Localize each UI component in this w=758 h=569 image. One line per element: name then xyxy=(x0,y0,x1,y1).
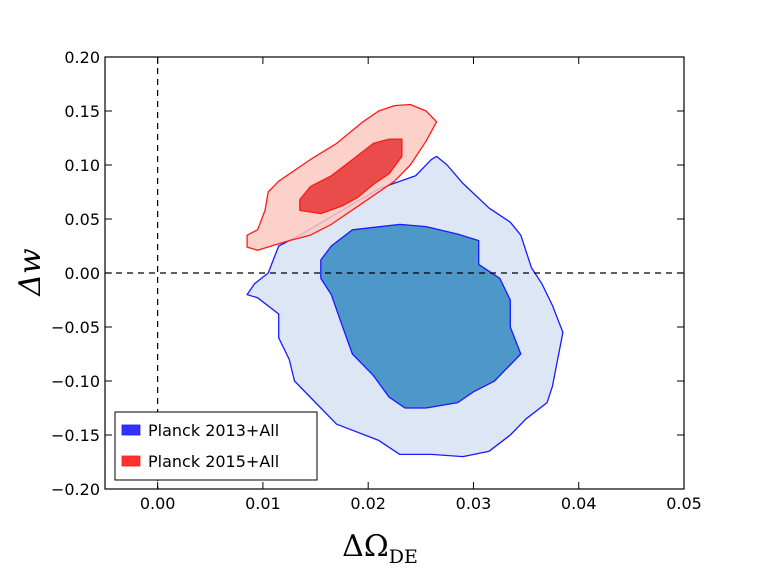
y-tick-label: 0.20 xyxy=(64,48,100,67)
y-tick-label: 0.15 xyxy=(64,102,100,121)
y-tick-label: 0.00 xyxy=(64,264,100,283)
x-tick-label: 0.00 xyxy=(140,494,176,513)
y-tick-label: 0.05 xyxy=(64,210,100,229)
legend-swatch-planck-2013 xyxy=(121,424,141,436)
contour-layer xyxy=(246,103,564,458)
x-tick-label: 0.03 xyxy=(456,494,492,513)
x-tick-label: 0.05 xyxy=(666,494,702,513)
x-axis-title: ΔΩDE xyxy=(342,529,418,568)
y-tick-label: −0.20 xyxy=(51,480,100,499)
legend: Planck 2013+All Planck 2015+All xyxy=(114,411,318,481)
legend-box xyxy=(114,411,318,481)
contour-planck-2015-68pct xyxy=(299,138,403,215)
y-tick-label: −0.10 xyxy=(51,372,100,391)
y-axis-ticks: −0.20 −0.15 −0.10 −0.05 0.00 0.05 0.10 0.15 0.20 xyxy=(51,48,684,499)
x-axis-title-main: ΔΩ xyxy=(342,529,389,564)
x-axis-ticks: 0.00 0.01 0.02 0.03 0.04 0.05 xyxy=(140,57,702,513)
reference-lines xyxy=(105,57,684,489)
x-tick-label: 0.01 xyxy=(245,494,281,513)
y-tick-label: −0.05 xyxy=(51,318,100,337)
x-tick-label: 0.02 xyxy=(350,494,386,513)
y-tick-label: −0.15 xyxy=(51,426,100,445)
legend-label-planck-2015: Planck 2015+All xyxy=(148,452,279,471)
x-axis-title-sub: DE xyxy=(389,546,418,568)
legend-label-planck-2013: Planck 2013+All xyxy=(148,421,279,440)
y-tick-label: 0.10 xyxy=(64,156,100,175)
contour-planck-2013-68pct xyxy=(320,223,522,409)
y-axis-title: Δw xyxy=(13,248,48,297)
x-tick-label: 0.04 xyxy=(561,494,597,513)
legend-swatch-planck-2015 xyxy=(121,455,141,467)
